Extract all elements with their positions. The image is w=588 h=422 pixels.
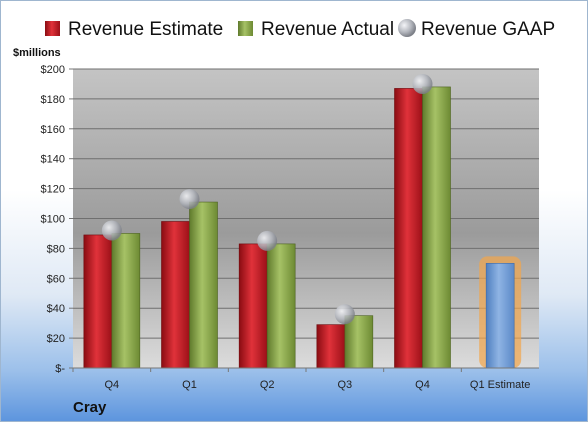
y-axis-ticks: $- $20 $40 $60 $80 $100 $120 $140 $160 $180 $200 [41,64,66,375]
y-tick-label: $60 [47,273,65,285]
marker-revenue-gaap [257,230,278,251]
x-tick-label: Q1 [182,379,197,391]
x-tick-label: Q4 [415,379,430,391]
legend-label-actual: Revenue Actual [261,19,394,40]
bars [83,86,522,369]
legend-item-actual: Revenue Actual [238,19,394,40]
bar-revenue-estimate [316,324,346,369]
bar-revenue-actual [111,233,141,369]
legend-item-gaap: Revenue GAAP [398,19,555,40]
bar-revenue-estimate [161,221,190,369]
legend-swatch-gaap [398,19,416,37]
x-axis-ticks: Q4 Q1 Q2 Q3 Q4 Q1 Estimate [72,368,531,391]
gaap-markers [101,73,433,325]
y-tick-label: $120 [41,184,65,196]
legend: Revenue Estimate Revenue Actual Revenue … [45,19,555,40]
bar-revenue-actual [189,201,218,369]
marker-revenue-gaap [334,304,355,325]
y-tick-label: $- [55,363,65,375]
y-tick-label: $200 [41,64,65,76]
x-tick-label: Q3 [337,379,352,391]
y-tick-label: $80 [47,243,65,255]
company-name: Cray [73,399,107,416]
bar-revenue-actual [344,315,374,369]
legend-label-gaap: Revenue GAAP [421,19,555,40]
legend-label-estimate: Revenue Estimate [68,19,223,40]
x-tick-label: Q1 Estimate [470,379,531,391]
bar-revenue-estimate [83,234,113,369]
marker-revenue-gaap [179,189,200,210]
bar-revenue-estimate [238,243,268,369]
y-tick-label: $40 [47,303,65,315]
bar-q1-estimate [485,263,515,369]
legend-swatch-actual [238,21,253,36]
y-axis-unit-label: $millions [13,47,61,59]
y-tick-label: $20 [47,333,65,345]
legend-swatch-estimate [45,21,60,36]
legend-item-estimate: Revenue Estimate [45,19,223,40]
y-tick-label: $180 [41,94,65,106]
bar-revenue-estimate [394,88,423,369]
bar-revenue-actual [422,86,451,369]
marker-revenue-gaap [412,73,433,94]
x-tick-label: Q2 [260,379,275,391]
y-tick-label: $140 [41,154,65,166]
marker-revenue-gaap [101,220,122,241]
x-tick-label: Q4 [104,379,119,391]
y-tick-label: $100 [41,214,65,226]
gridlines [69,68,539,369]
y-tick-label: $160 [41,124,65,136]
bar-revenue-actual [266,243,296,369]
